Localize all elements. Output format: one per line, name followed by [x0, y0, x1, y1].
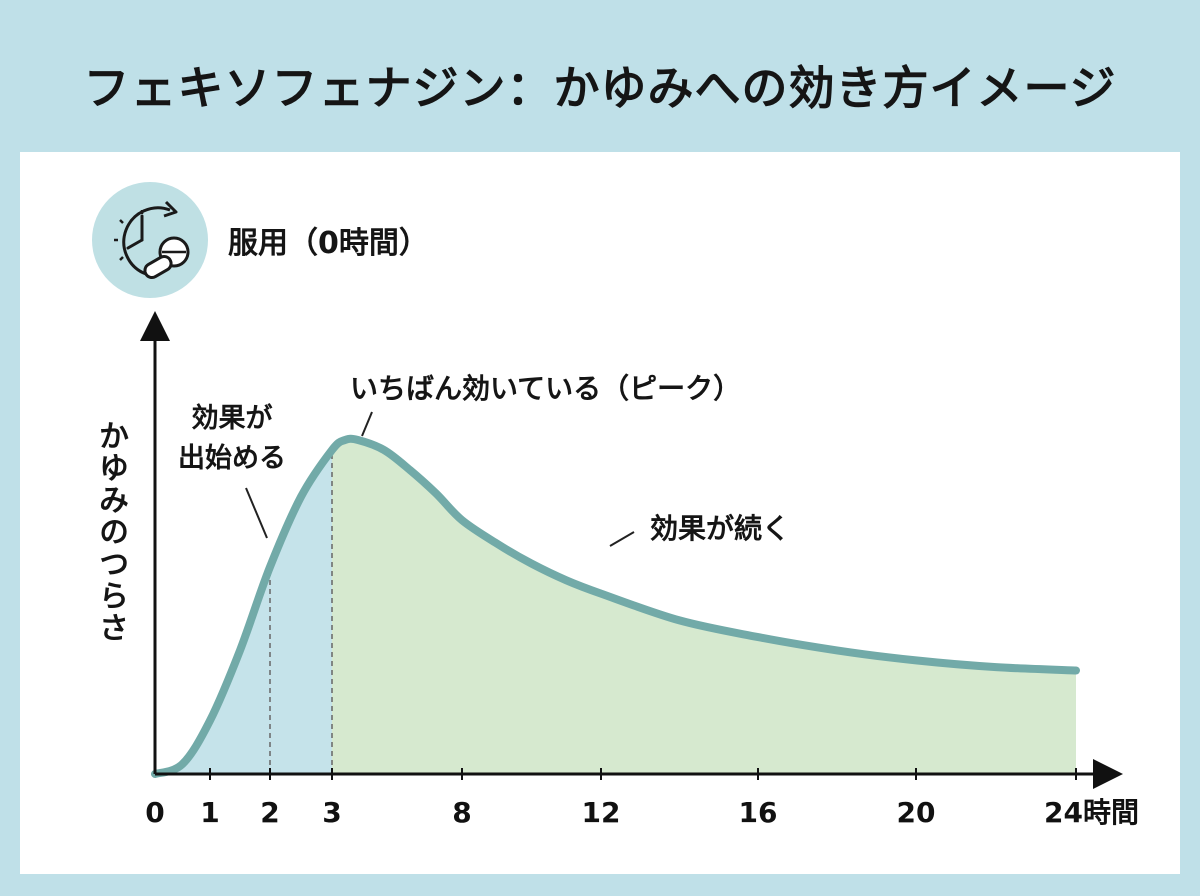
x-tick-label-2: 2 [260, 796, 279, 829]
clock-with-pill-icon [92, 182, 208, 298]
annotation-onset-leader [245, 487, 268, 539]
y-axis-label: かゆみのつらさ [93, 420, 128, 644]
annotation-sustain: 効果が続く [650, 512, 790, 545]
page-title: フェキソフェナジン：かゆみへの効き方イメージ [83, 61, 1117, 115]
marker-layer [269, 450, 333, 774]
area-layer [155, 438, 1076, 774]
annotation-onset-line1: 効果が [192, 402, 273, 434]
x-tick-label-12: 12 [582, 796, 621, 829]
annotation-onset-line2: 出始める [178, 442, 286, 474]
x-tick-label-1: 1 [200, 796, 219, 829]
x-tick-label-24: 24時間 [1044, 796, 1139, 829]
series-line [151, 434, 1080, 778]
x-tick-label-3: 3 [322, 796, 341, 829]
area-region-1 [332, 438, 1076, 774]
x-tick-label-8: 8 [452, 796, 471, 829]
x-tick-label-0: 0 [145, 796, 164, 829]
x-tick-label-20: 20 [897, 796, 936, 829]
annotation-peak: いちばん効いている（ピーク） [350, 372, 741, 405]
annotation-peak-leader [361, 411, 373, 437]
dose-label: 服用（0時間） [228, 226, 429, 261]
annotation-sustain-leader [609, 531, 635, 547]
tick-layer: 0 1 2 3 8 12 16 20 24時間 [145, 768, 1139, 829]
x-tick-label-16: 16 [739, 796, 778, 829]
